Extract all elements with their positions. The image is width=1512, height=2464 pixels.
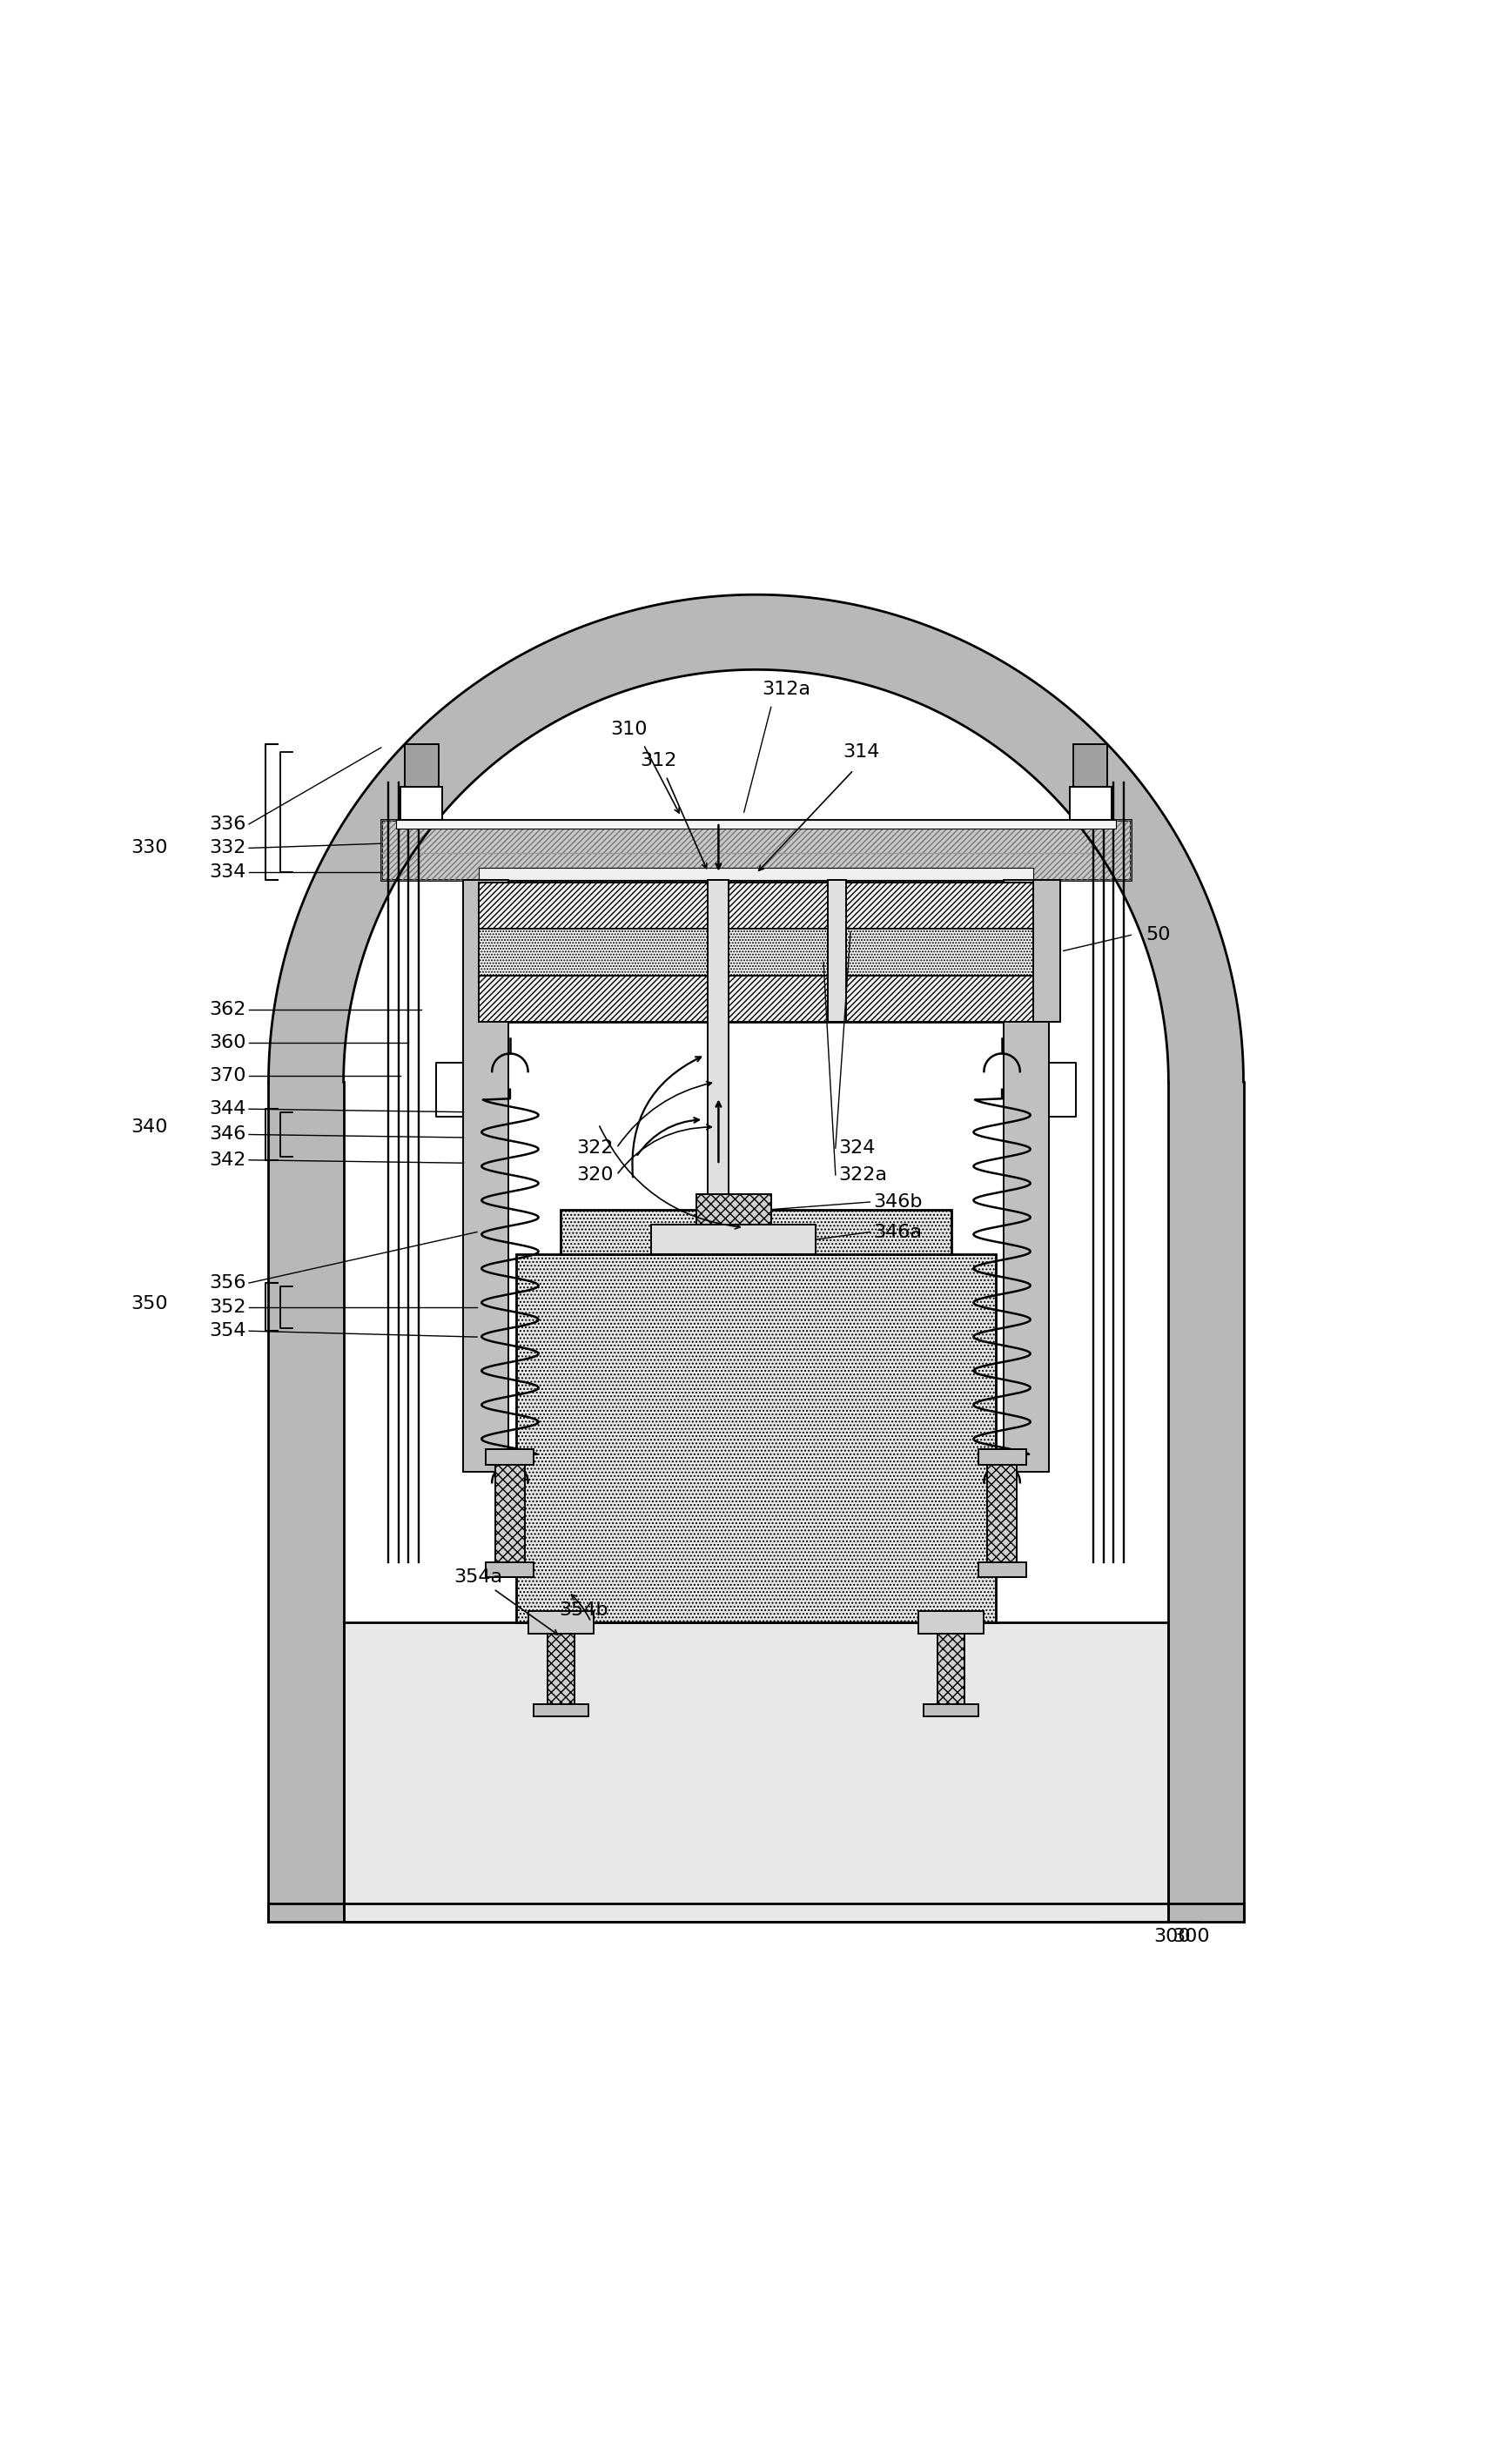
Text: 356: 356 — [209, 1274, 246, 1291]
Text: 352: 352 — [209, 1299, 246, 1316]
Bar — [696, 1195, 771, 1225]
Bar — [652, 1225, 816, 1254]
Bar — [396, 821, 1116, 828]
Bar — [516, 1254, 996, 1621]
Bar — [478, 880, 1034, 1023]
Text: 350: 350 — [132, 1296, 168, 1313]
Bar — [405, 744, 438, 786]
Polygon shape — [269, 594, 1243, 1082]
Bar — [1069, 786, 1111, 821]
Text: 362: 362 — [209, 1000, 246, 1018]
Bar — [494, 1464, 525, 1562]
Bar — [478, 929, 1034, 976]
Bar — [478, 867, 1034, 880]
Bar — [937, 1621, 965, 1705]
Text: 340: 340 — [132, 1119, 168, 1136]
Text: 300: 300 — [1154, 1929, 1191, 1947]
Bar — [485, 1562, 534, 1577]
Text: 334: 334 — [209, 862, 246, 880]
Polygon shape — [269, 1082, 343, 1922]
Polygon shape — [269, 1905, 1243, 1922]
Text: 332: 332 — [209, 840, 246, 857]
Bar — [924, 1705, 978, 1717]
Bar — [829, 880, 847, 1023]
Text: 354: 354 — [209, 1323, 246, 1340]
Bar — [381, 821, 1131, 880]
Text: 346a: 346a — [872, 1222, 922, 1242]
Text: 330: 330 — [132, 840, 168, 857]
Text: 346: 346 — [209, 1126, 246, 1143]
Text: 336: 336 — [209, 816, 246, 833]
Bar — [1004, 880, 1048, 1471]
Text: 324: 324 — [839, 1138, 875, 1156]
Bar — [478, 882, 1034, 929]
Bar — [919, 1611, 983, 1634]
Bar — [464, 880, 508, 1471]
Text: 320: 320 — [576, 1165, 614, 1183]
Bar — [534, 1705, 588, 1717]
Text: 322a: 322a — [839, 1165, 888, 1183]
Bar — [708, 880, 729, 1225]
Bar — [1074, 744, 1107, 786]
Bar — [978, 1449, 1027, 1464]
Bar — [529, 1611, 593, 1634]
Text: 346b: 346b — [872, 1193, 922, 1210]
Text: 360: 360 — [209, 1035, 246, 1052]
Text: 310: 310 — [609, 722, 647, 739]
Text: 312: 312 — [640, 752, 677, 769]
Bar — [1034, 880, 1060, 1023]
Text: 354a: 354a — [454, 1567, 503, 1587]
Text: 342: 342 — [209, 1151, 246, 1168]
Text: 322: 322 — [576, 1138, 614, 1156]
Text: 344: 344 — [209, 1101, 246, 1119]
Bar — [485, 1449, 534, 1464]
Bar — [547, 1621, 575, 1705]
Text: 354b: 354b — [559, 1602, 608, 1619]
Bar — [478, 976, 1034, 1023]
Bar — [401, 786, 443, 821]
Polygon shape — [1169, 1082, 1243, 1922]
Text: 314: 314 — [842, 744, 880, 761]
Bar — [987, 1464, 1018, 1562]
Bar — [343, 1621, 1169, 1922]
Text: 50: 50 — [1146, 926, 1170, 944]
Text: 312a: 312a — [762, 680, 810, 697]
Text: 370: 370 — [209, 1067, 246, 1084]
Text: 300: 300 — [1172, 1929, 1210, 1947]
Bar — [978, 1562, 1027, 1577]
Bar — [381, 821, 1131, 880]
Bar — [561, 1210, 951, 1254]
